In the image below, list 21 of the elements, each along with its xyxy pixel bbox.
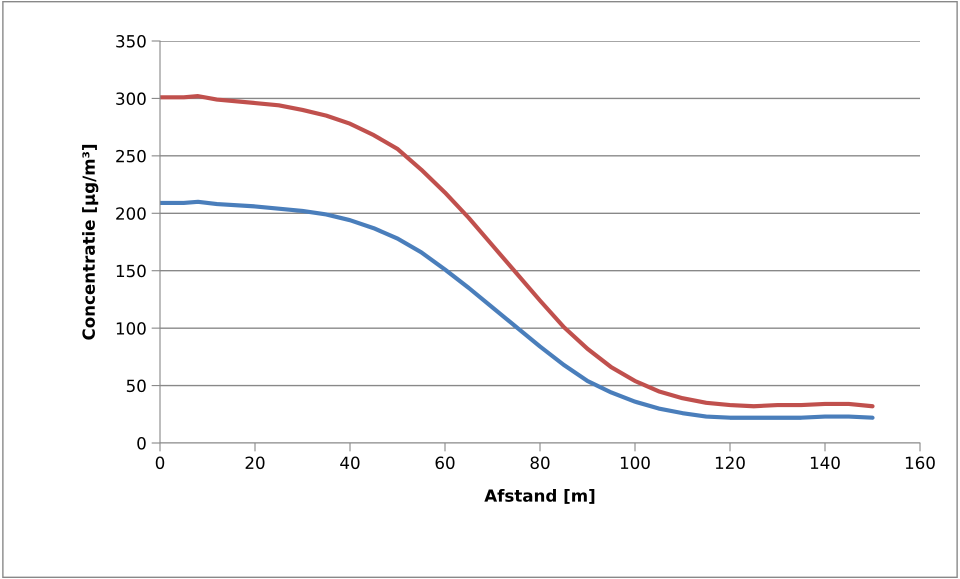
line-series [160, 200, 875, 420]
y-tick-label: 300 [116, 92, 146, 105]
x-tick-label: 0 [156, 456, 164, 470]
x-tick-label: 140 [810, 456, 840, 470]
x-tick-label: 20 [246, 456, 264, 470]
x-tick-label: 60 [436, 456, 454, 470]
y-tick-label: 150 [116, 264, 146, 278]
x-tick-label: 120 [716, 456, 745, 470]
x-tick-label: 100 [620, 456, 650, 470]
y-tick-label: 350 [116, 34, 146, 48]
y-tick-label: 50 [126, 380, 146, 392]
y-tick-label: 100 [116, 322, 146, 335]
y-tick-label: 0 [137, 436, 146, 450]
x-tick-label: 160 [906, 456, 935, 470]
x-tick-label: 80 [530, 456, 550, 470]
y-tick-label: 250 [116, 150, 146, 162]
x-axis-title: Afstand [m] [484, 488, 594, 504]
y-tick-label: 200 [116, 207, 146, 220]
y-axis-title: Concentratie [µg/m³] [82, 144, 98, 340]
line-series [160, 94, 875, 408]
x-tick-label: 40 [340, 456, 360, 470]
